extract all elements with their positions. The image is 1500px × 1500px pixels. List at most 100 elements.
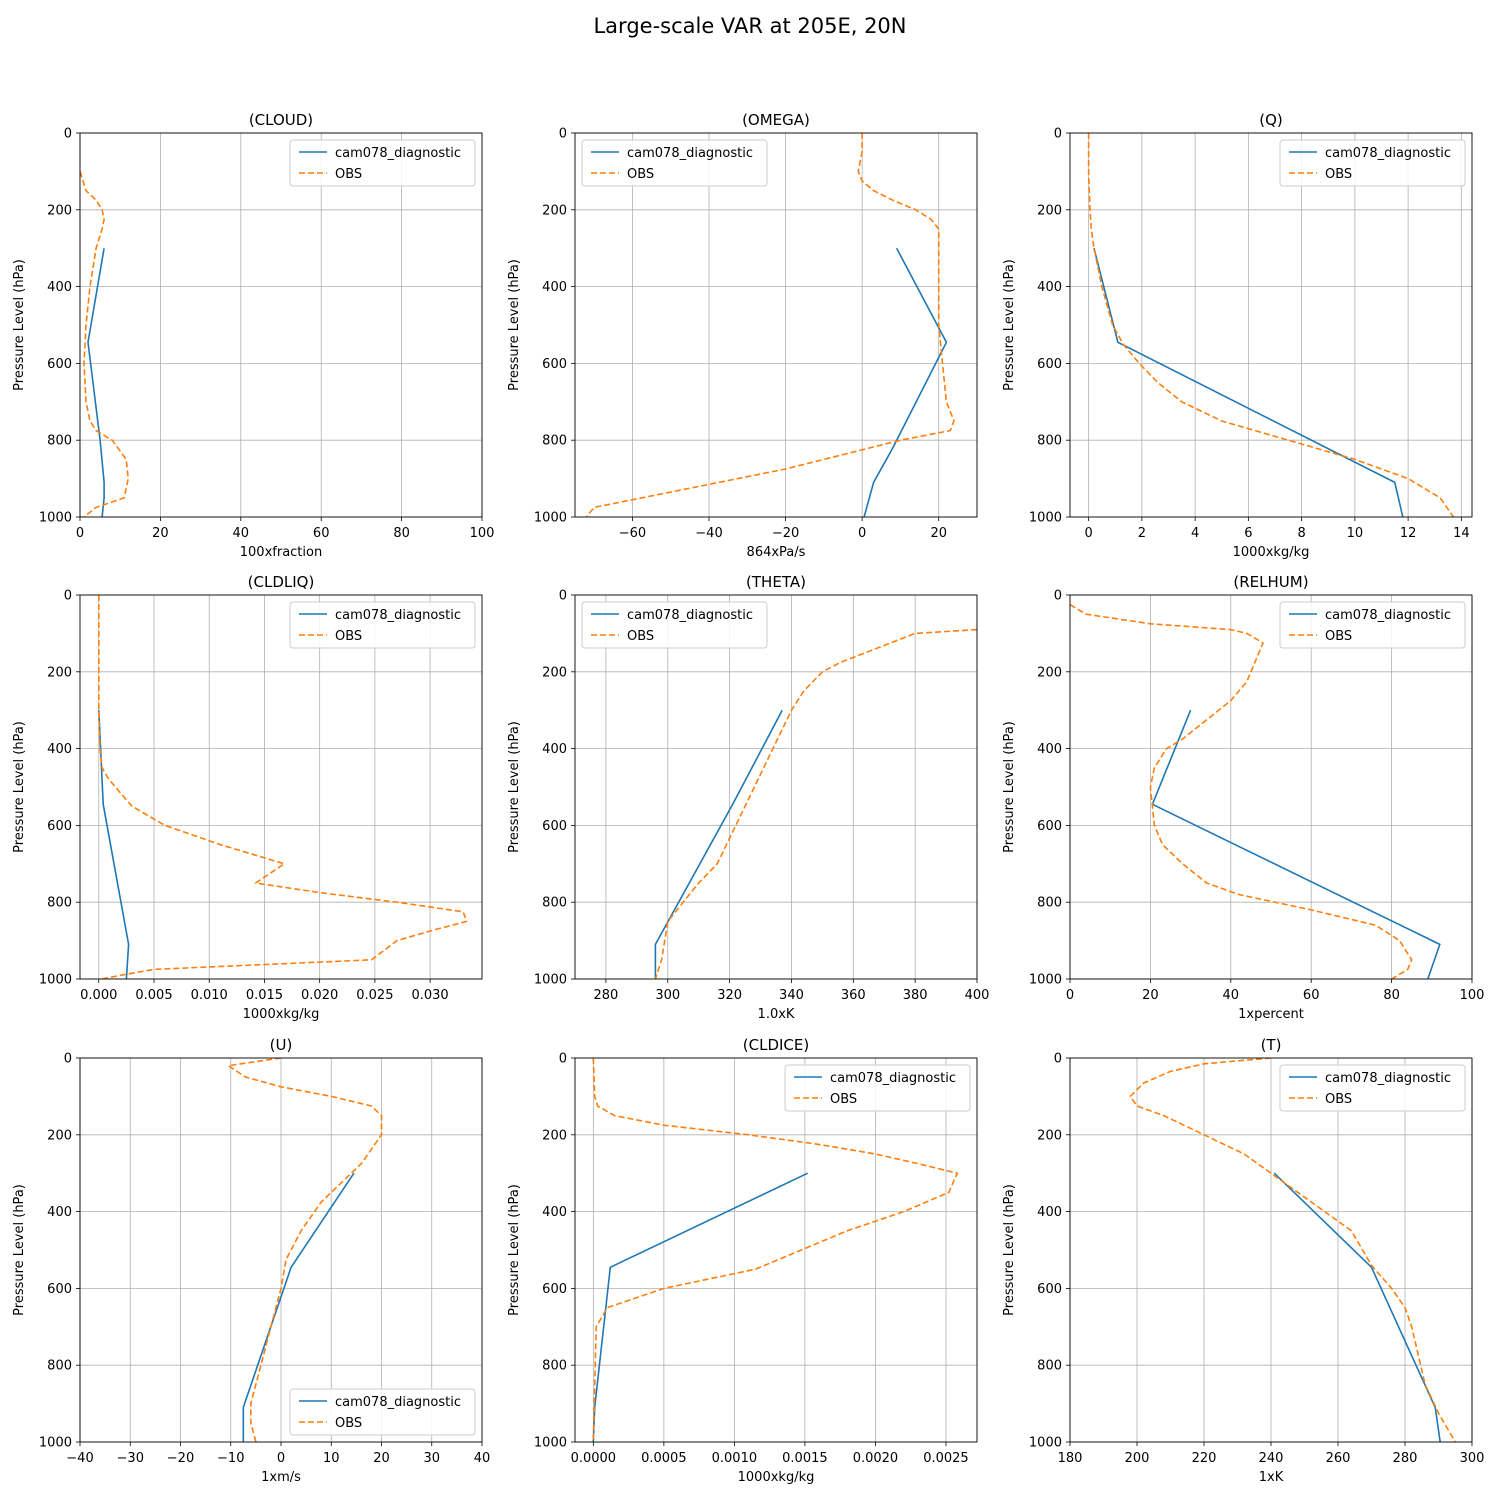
legend-label: cam078_diagnostic <box>1325 1071 1451 1086</box>
subplot-2: −60 −40 −20 0 2002004006008001000(OMEGA)864x… <box>507 111 978 560</box>
model-line <box>242 1172 355 1442</box>
model-line <box>1093 248 1404 517</box>
x-tick-label: 8 <box>1297 526 1305 541</box>
y-tick-label: 0 <box>64 589 72 604</box>
y-tick-label: 800 <box>542 434 567 449</box>
y-tick-label: 400 <box>542 1205 567 1220</box>
y-tick-label: 1000 <box>39 1436 72 1451</box>
y-tick-label: 800 <box>47 896 72 911</box>
x-tick-label: 0.030 <box>411 988 448 1003</box>
x-tick-label: 260 <box>1326 1451 1351 1466</box>
x-tick-label: 80 <box>393 526 410 541</box>
x-tick-label: 400 <box>965 988 990 1003</box>
axes-frame <box>1069 132 1473 518</box>
y-tick-label: 0 <box>559 1052 567 1067</box>
x-tick-label: 240 <box>1259 1451 1284 1466</box>
x-tick-label: 340 <box>779 988 804 1003</box>
legend: cam078_diagnostic OBS <box>289 601 476 649</box>
subplot-title: (T) <box>1261 1036 1282 1054</box>
y-tick-label: 0 <box>559 127 567 142</box>
y-tick-label: 1000 <box>39 511 72 526</box>
y-tick-label: 600 <box>1037 1282 1062 1297</box>
x-tick-label: 0.0010 <box>712 1451 758 1466</box>
y-tick-label: 0 <box>64 1052 72 1067</box>
y-axis-label: Pressure Level (hPa) <box>12 1184 27 1316</box>
subplot-6: 0 20 40 60 80 10002004006008001000(RELHUM)1xp… <box>1002 573 1484 1022</box>
x-tick-label: 280 <box>1393 1451 1418 1466</box>
y-tick-label: 800 <box>542 1359 567 1374</box>
subplot-title: (U) <box>270 1036 293 1054</box>
subplot-title: (CLOUD) <box>249 111 313 129</box>
y-tick-label: 0 <box>64 127 72 142</box>
y-tick-label: 600 <box>542 1282 567 1297</box>
y-tick-label: 600 <box>47 357 72 372</box>
x-tick-label: 20 <box>930 526 947 541</box>
y-axis-label: Pressure Level (hPa) <box>1002 721 1017 853</box>
y-axis-label: Pressure Level (hPa) <box>12 721 27 853</box>
subplot-5: 280 300 320 340 360 380 400 0 200 400 600 800 1000 (T… <box>507 573 989 1022</box>
x-tick-label: 320 <box>717 988 742 1003</box>
legend-box <box>289 1388 476 1436</box>
legend-box <box>1279 139 1466 187</box>
x-axis-label: 864xPa/s <box>747 545 806 560</box>
x-tick-label: 0 <box>1066 988 1074 1003</box>
subplot-title: (RELHUM) <box>1233 573 1308 591</box>
legend: cam078_diagnostic OBS <box>1279 601 1466 649</box>
y-tick-label: 1000 <box>1029 973 1062 988</box>
x-tick-label: 0.005 <box>135 988 172 1003</box>
y-tick-label: 200 <box>47 1128 72 1143</box>
y-tick-label: 1000 <box>534 1436 567 1451</box>
axes-frame <box>1069 1057 1473 1443</box>
x-tick-label: 280 <box>594 988 619 1003</box>
y-tick-label: 200 <box>47 665 72 680</box>
x-tick-label: 100 <box>1460 988 1485 1003</box>
y-axis-label: Pressure Level (hPa) <box>1002 1184 1017 1316</box>
model-line <box>654 709 783 979</box>
legend-label: OBS <box>1325 1092 1352 1107</box>
y-tick-label: 1000 <box>1029 511 1062 526</box>
y-tick-label: 1000 <box>1029 1436 1062 1451</box>
obs-line <box>80 171 129 517</box>
subplot-7: −40 −30 −20 −10 0 10 20 30 4002004006008001000(U… <box>12 1036 490 1485</box>
y-tick-label: 0 <box>1054 127 1062 142</box>
obs-line <box>1129 1058 1456 1442</box>
obs-line <box>1070 603 1413 979</box>
y-tick-label: 400 <box>542 280 567 295</box>
x-axis-label: 1.0xK <box>758 1007 795 1022</box>
subplot-3: 0 2 4 6 8 10 12 14 0 200 400 600 800 1000 (Q) 1000xkg/k… <box>1002 111 1473 560</box>
model-line <box>863 247 948 517</box>
legend-label: OBS <box>335 167 362 182</box>
x-tick-label: 0.000 <box>80 988 117 1003</box>
x-tick-label: 40 <box>474 1451 491 1466</box>
x-tick-label: 0.015 <box>246 988 283 1003</box>
y-axis-label: Pressure Level (hPa) <box>12 259 27 391</box>
x-tick-label: 100 <box>470 526 495 541</box>
legend-label: OBS <box>335 1416 362 1431</box>
y-tick-label: 600 <box>1037 819 1062 834</box>
legend-label: cam078_diagnostic <box>1325 608 1451 623</box>
x-tick-label: −30 <box>117 1451 144 1466</box>
legend: cam078_diagnostic OBS <box>1279 1064 1466 1112</box>
axes-frame <box>79 1057 483 1443</box>
x-tick-label: 200 <box>1125 1451 1150 1466</box>
x-tick-label: 0.0025 <box>923 1451 969 1466</box>
x-axis-label: 1000xkg/kg <box>243 1007 320 1022</box>
y-tick-label: 800 <box>47 434 72 449</box>
model-line <box>1151 709 1441 979</box>
legend: cam078_diagnostic OBS <box>1279 139 1466 187</box>
x-axis-label: 1000xkg/kg <box>738 1470 815 1485</box>
y-tick-label: 200 <box>47 203 72 218</box>
legend: cam078_diagnostic OBS <box>289 1388 476 1436</box>
y-tick-label: 200 <box>542 1128 567 1143</box>
x-tick-label: 12 <box>1400 526 1417 541</box>
x-tick-label: 300 <box>1460 1451 1485 1466</box>
subplot-title: (CLDLIQ) <box>248 573 315 591</box>
y-tick-label: 400 <box>1037 742 1062 757</box>
legend-label: OBS <box>1325 167 1352 182</box>
x-tick-label: −10 <box>217 1451 244 1466</box>
x-tick-label: −60 <box>619 526 646 541</box>
x-tick-label: 0 <box>76 526 84 541</box>
y-tick-label: 800 <box>47 1359 72 1374</box>
legend-box <box>1279 1064 1466 1112</box>
axes-frame <box>79 132 483 518</box>
